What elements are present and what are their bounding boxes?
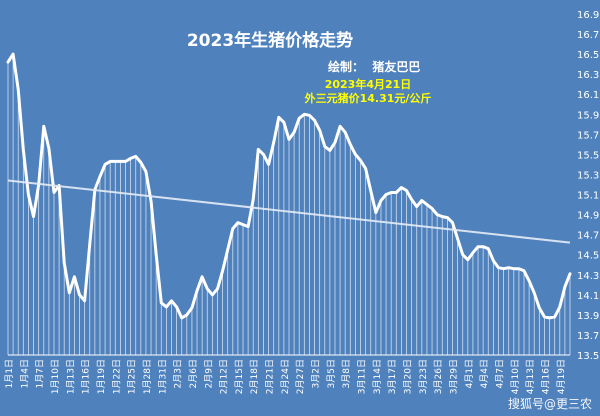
annotation-date: 2023年4月21日 xyxy=(325,77,412,91)
x-tick-label: 2月18日 xyxy=(249,359,260,394)
y-tick-label: 13.9 xyxy=(577,311,599,322)
y-tick-label: 14.3 xyxy=(577,271,599,282)
x-tick-label: 1月28日 xyxy=(142,359,153,394)
annotation-text: 外三元猪价14.31元/公斤 xyxy=(304,91,432,105)
x-tick-label: 3月14日 xyxy=(372,359,383,394)
x-tick-label: 3月23日 xyxy=(418,359,429,394)
x-tick-label: 1月19日 xyxy=(96,359,107,394)
y-tick-label: 15.5 xyxy=(577,150,599,161)
y-tick-label: 13.5 xyxy=(577,351,599,362)
y-tick-label: 15.7 xyxy=(577,130,599,141)
y-tick-label: 15.1 xyxy=(577,191,599,202)
x-tick-label: 1月22日 xyxy=(111,359,122,394)
x-tick-label: 4月7日 xyxy=(494,359,505,388)
x-tick-label: 2月6日 xyxy=(188,359,199,388)
x-axis: 1月1日 1月4日 1月7日 1月10日 1月13日 1月16日 1月19日 1月22日 1月2… xyxy=(4,354,570,394)
x-tick-label: 3月17日 xyxy=(387,359,398,394)
x-tick-label: 2月27日 xyxy=(295,359,306,394)
x-tick-label: 2月9日 xyxy=(203,359,214,388)
x-tick-label: 3月8日 xyxy=(341,359,352,388)
x-tick-label: 2月24日 xyxy=(280,359,291,394)
x-tick-label: 4月10日 xyxy=(510,359,521,394)
x-tick-label: 4月13日 xyxy=(525,359,536,394)
x-tick-label: 2月12日 xyxy=(219,359,230,394)
x-tick-label: 1月7日 xyxy=(35,359,46,388)
y-tick-label: 16.5 xyxy=(577,50,599,61)
x-tick-label: 4月1日 xyxy=(464,359,475,388)
y-tick-label: 16.7 xyxy=(577,30,599,41)
x-tick-label: 1月1日 xyxy=(4,359,15,388)
x-tick-label: 2月3日 xyxy=(173,359,184,388)
y-tick-label: 16.9 xyxy=(577,10,599,21)
x-tick-label: 3月20日 xyxy=(403,359,414,394)
x-tick-label: 3月5日 xyxy=(326,359,337,388)
chart-credit: 绘制： 猪友巴巴 xyxy=(328,59,420,74)
y-axis: 13.5 13.7 13.9 14.1 14.3 14.5 14.7 14.9 15.1 15.3… xyxy=(577,10,599,362)
x-tick-label: 1月4日 xyxy=(19,359,30,388)
y-tick-label: 16.1 xyxy=(577,90,599,101)
x-tick-label: 3月11日 xyxy=(357,359,368,394)
x-tick-label: 1月31日 xyxy=(157,359,168,394)
series-group xyxy=(6,52,572,320)
x-tick-label: 2月15日 xyxy=(234,359,245,394)
x-tick-label: 1月25日 xyxy=(127,359,138,394)
x-tick-label: 4月4日 xyxy=(479,359,490,388)
y-tick-label: 15.3 xyxy=(577,170,599,181)
chart-title: 2023年生猪价格走势 xyxy=(187,30,353,51)
watermark: 搜狐号@更三农 xyxy=(507,397,592,411)
x-tick-label: 3月29日 xyxy=(448,359,459,394)
trendline xyxy=(7,179,571,244)
x-tick-label: 1月16日 xyxy=(81,359,92,394)
y-tick-label: 14.5 xyxy=(577,251,599,262)
y-tick-label: 16.3 xyxy=(577,70,599,81)
x-tick-label: 4月16日 xyxy=(540,359,551,394)
x-tick-label: 3月26日 xyxy=(433,359,444,394)
drop-lines xyxy=(7,54,571,355)
y-tick-label: 15.9 xyxy=(577,110,599,121)
y-tick-label: 13.7 xyxy=(577,331,599,342)
x-tick-label: 3月2日 xyxy=(311,359,322,388)
price-series-line xyxy=(6,52,572,320)
y-tick-label: 14.9 xyxy=(577,211,599,222)
y-tick-label: 14.7 xyxy=(577,231,599,242)
x-tick-label: 1月13日 xyxy=(65,359,76,394)
x-tick-label: 4月19日 xyxy=(556,359,567,394)
trendline-group xyxy=(7,179,571,244)
y-tick-label: 14.1 xyxy=(577,291,599,302)
x-tick-label: 2月21日 xyxy=(265,359,276,394)
x-tick-label: 1月10日 xyxy=(50,359,61,394)
